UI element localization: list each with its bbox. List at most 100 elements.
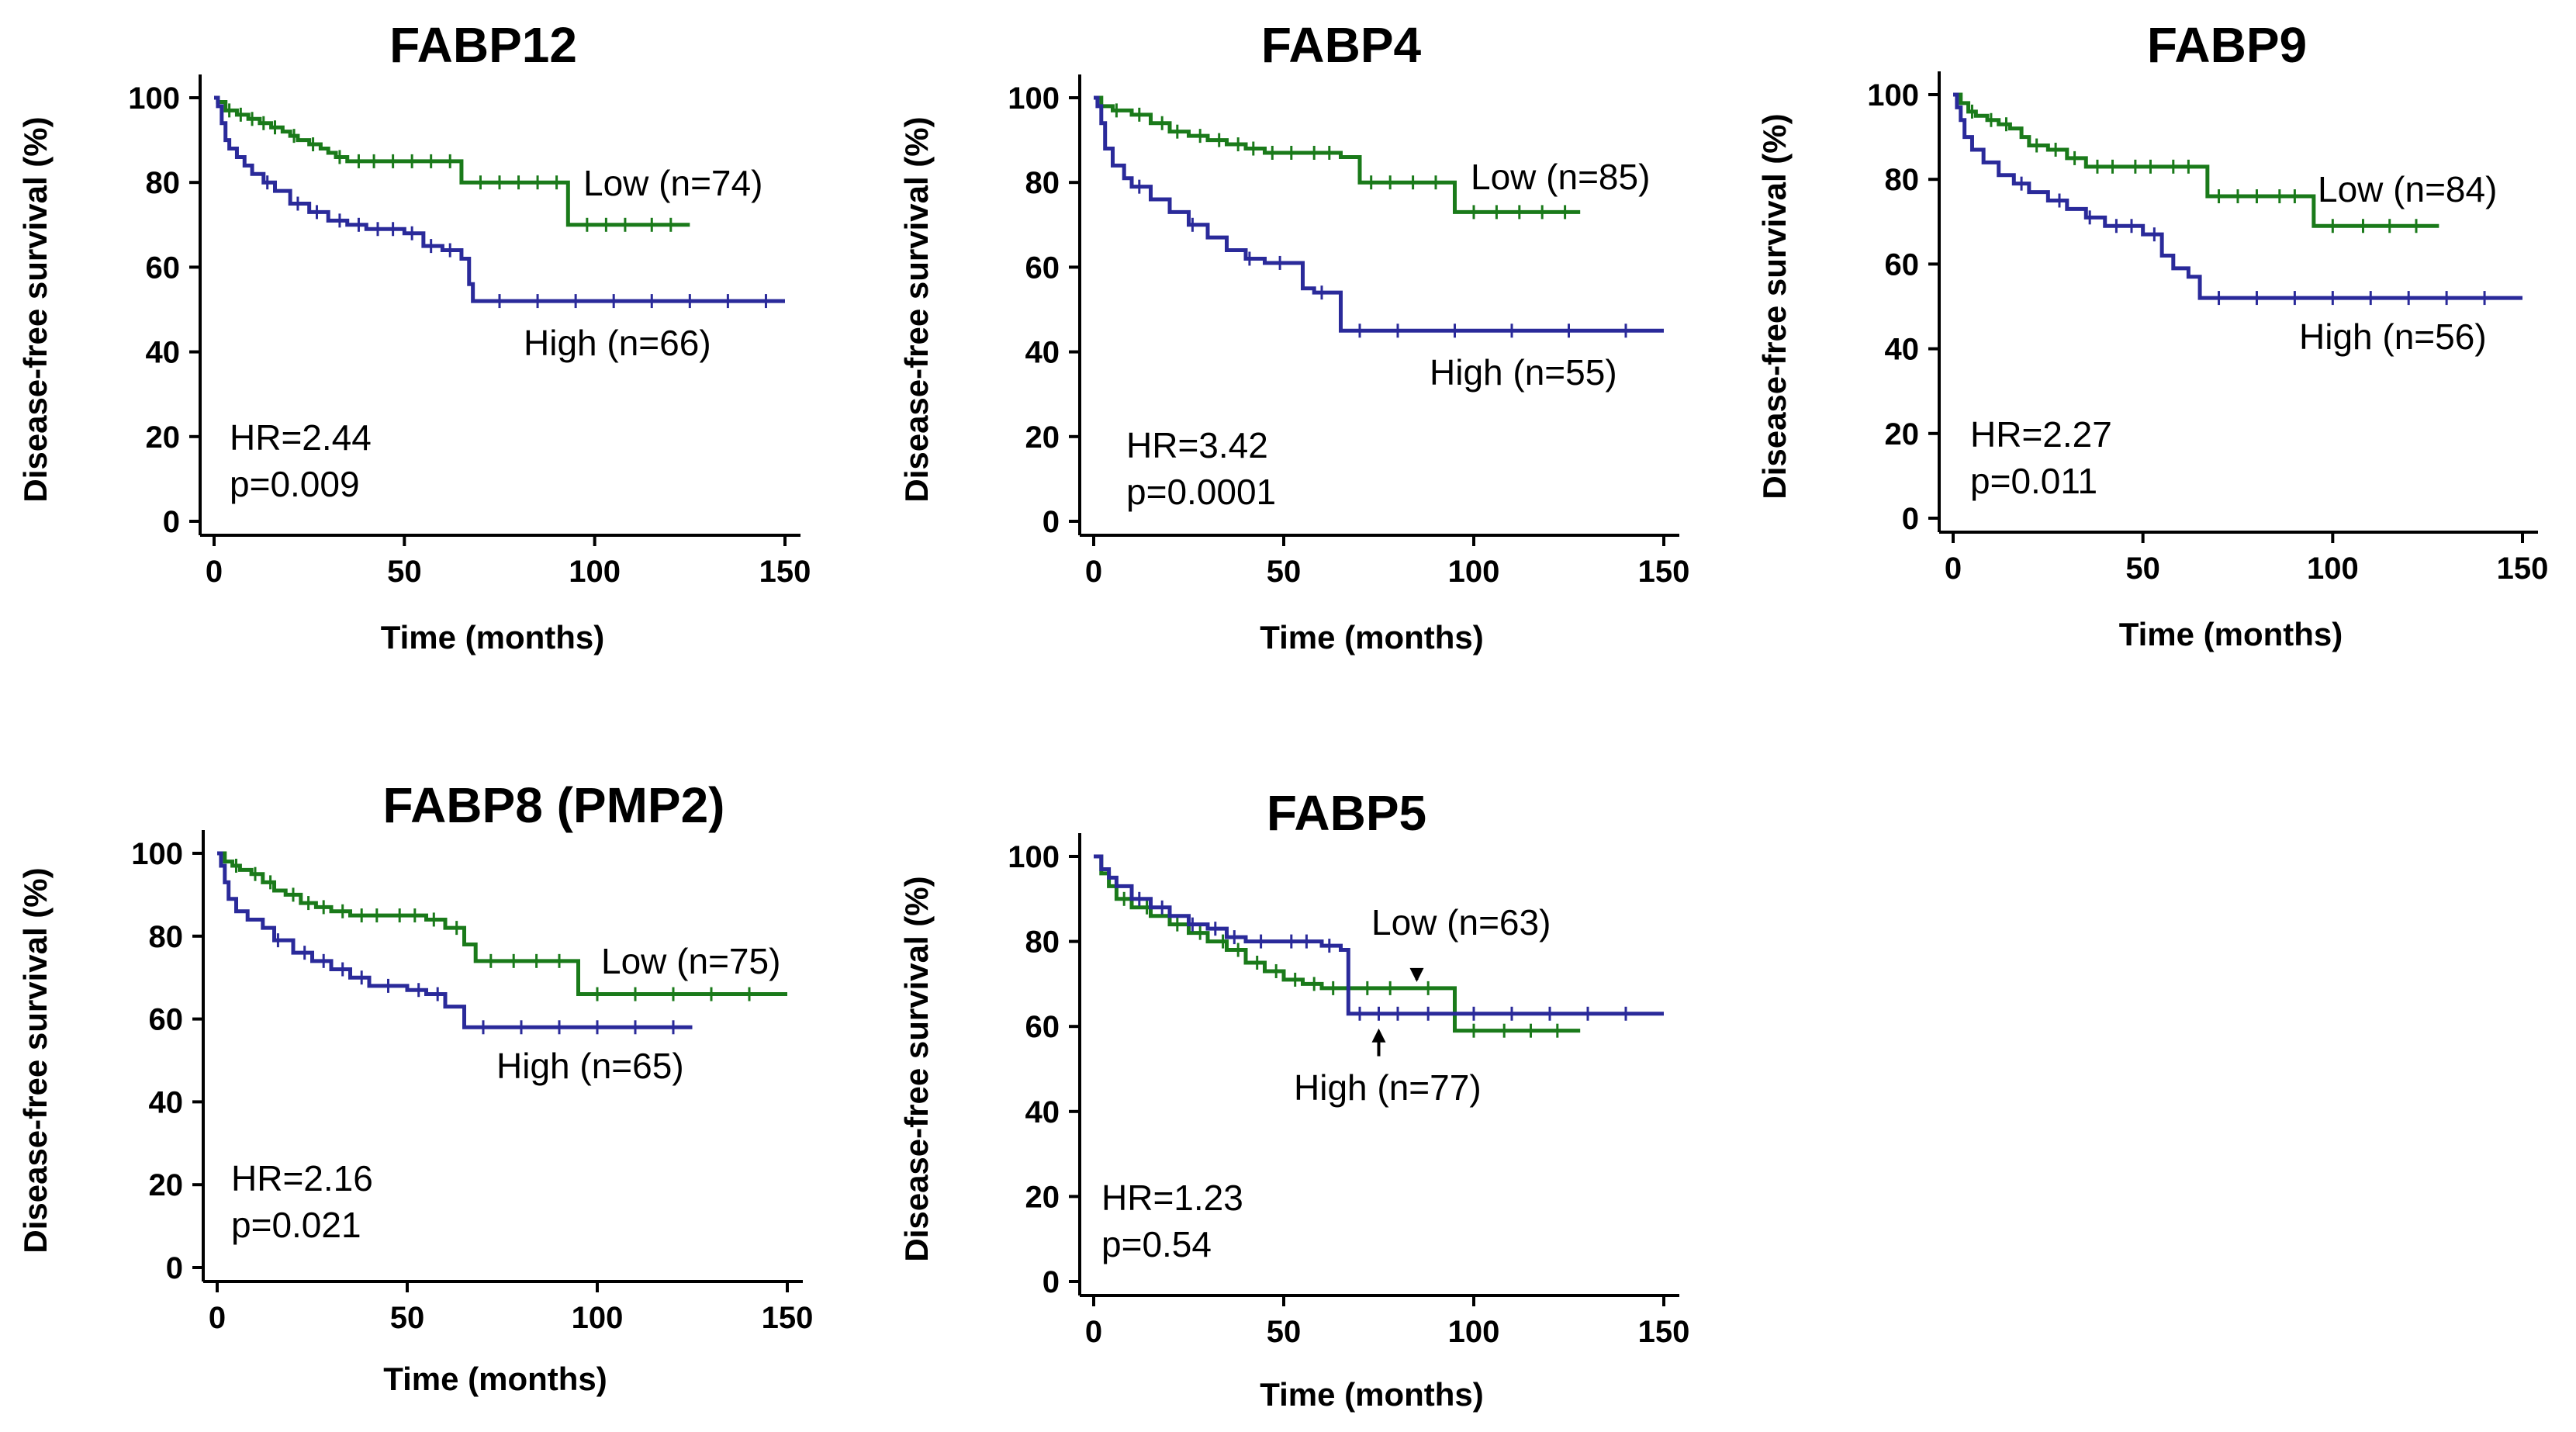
y-tick-label: 40: [1885, 333, 1920, 367]
y-tick-label: 80: [146, 166, 181, 200]
y-tick-label: 40: [1025, 336, 1060, 370]
y-tick-label: 80: [1885, 163, 1920, 197]
km-curve-high: [1094, 854, 1664, 1016]
y-axis-title: Disease-free survival (%): [898, 116, 935, 502]
series-label-low: Low (n=74): [583, 163, 762, 203]
series-label-high: High (n=66): [524, 323, 711, 363]
x-axis-title: Time (months): [1260, 619, 1484, 655]
km-curve-low: [1953, 92, 2439, 228]
hazard-ratio-label: HR=2.44: [230, 417, 372, 458]
y-tick-label: 0: [163, 505, 180, 539]
series-label-high: High (n=65): [496, 1046, 684, 1086]
km-panel-4: FABP8 (PMP2) 0 20 40 60 80 100 0 50 100 150 Time (m…: [17, 777, 813, 1397]
hazard-ratio-label: HR=3.42: [1126, 425, 1268, 465]
y-axis-title: Disease-free survival (%): [17, 867, 54, 1253]
panel-title: FABP12: [389, 17, 577, 73]
low-arrow-head: [1409, 967, 1424, 982]
x-tick-label: 150: [1638, 1315, 1690, 1349]
x-tick-label: 150: [2497, 552, 2549, 586]
y-tick-label: 0: [166, 1251, 183, 1285]
y-tick-label: 20: [146, 420, 181, 455]
x-axis-title: Time (months): [383, 1361, 607, 1397]
panel-title: FABP4: [1261, 17, 1422, 73]
y-tick-label: 0: [1902, 502, 1919, 536]
x-tick-label: 150: [762, 1301, 814, 1335]
panel-title: FABP8 (PMP2): [383, 777, 725, 833]
y-axis-title: Disease-free survival (%): [898, 876, 935, 1261]
x-tick-label: 50: [2125, 552, 2160, 586]
km-panel-3: FABP9 0 20 40 60 80 100 0 50 100 150 Time (months) D…: [1756, 17, 2548, 652]
p-value-label: p=0.54: [1101, 1224, 1212, 1264]
series-label-low: Low (n=84): [2318, 169, 2497, 209]
p-value-label: p=0.009: [230, 464, 360, 504]
x-tick-label: 100: [569, 555, 621, 589]
x-tick-label: 0: [1085, 555, 1102, 589]
x-tick-label: 50: [1267, 555, 1302, 589]
km-curve-high: [1953, 92, 2522, 300]
x-axis-title: Time (months): [1260, 1376, 1484, 1413]
series-label-low: Low (n=85): [1471, 157, 1650, 197]
km-curve-low: [1094, 854, 1581, 1033]
y-tick-label: 40: [1025, 1095, 1060, 1129]
y-tick-label: 20: [1885, 417, 1920, 451]
hazard-ratio-label: HR=2.27: [1970, 414, 2112, 455]
km-curve-low: [217, 851, 787, 997]
x-tick-label: 150: [759, 555, 811, 589]
x-axis-title: Time (months): [381, 619, 605, 655]
x-axis-title: Time (months): [2119, 616, 2343, 652]
y-tick-label: 100: [1008, 81, 1060, 116]
y-axis-title: Disease-free survival (%): [1756, 113, 1793, 499]
x-tick-label: 0: [209, 1301, 226, 1335]
y-tick-label: 100: [131, 837, 183, 871]
y-tick-label: 60: [1885, 247, 1920, 282]
y-tick-label: 40: [149, 1085, 184, 1119]
y-tick-label: 60: [1025, 1010, 1060, 1044]
y-tick-label: 100: [1008, 840, 1060, 874]
y-tick-label: 0: [1043, 1265, 1060, 1299]
p-value-label: p=0.021: [231, 1205, 361, 1245]
km-curve-high: [214, 95, 785, 303]
y-tick-label: 20: [1025, 1180, 1060, 1214]
km-curve-high: [1094, 95, 1664, 333]
x-tick-label: 100: [2307, 552, 2359, 586]
x-tick-label: 50: [1267, 1315, 1302, 1349]
y-tick-label: 60: [149, 1003, 184, 1037]
series-label-low: Low (n=63): [1371, 902, 1551, 943]
km-curve-low: [214, 95, 690, 227]
series-label-low: Low (n=75): [601, 941, 780, 981]
x-tick-label: 0: [1085, 1315, 1102, 1349]
series-label-high: High (n=56): [2299, 316, 2487, 357]
series-label-high: High (n=77): [1294, 1067, 1482, 1108]
hazard-ratio-label: HR=1.23: [1101, 1178, 1243, 1218]
y-tick-label: 60: [1025, 251, 1060, 285]
km-curve-high: [217, 851, 693, 1029]
x-tick-label: 50: [387, 555, 422, 589]
x-tick-label: 100: [572, 1301, 624, 1335]
x-tick-label: 100: [1448, 555, 1500, 589]
km-panel-1: FABP12 0 20 40 60 80 100 0 50 100 150 Time (months)…: [17, 17, 811, 655]
x-tick-label: 100: [1448, 1315, 1500, 1349]
high-arrow-head: [1371, 1028, 1386, 1043]
p-value-label: p=0.0001: [1126, 472, 1276, 512]
hazard-ratio-label: HR=2.16: [231, 1158, 373, 1199]
km-curve-low: [1094, 95, 1581, 214]
km-panel-5: FABP5 0 20 40 60 80 100 0 50 100 150 Time (months) D…: [898, 785, 1689, 1413]
y-tick-label: 100: [1867, 78, 1919, 112]
x-tick-label: 50: [390, 1301, 425, 1335]
y-tick-label: 60: [146, 251, 181, 285]
y-tick-label: 20: [1025, 420, 1060, 455]
y-axis-title: Disease-free survival (%): [17, 116, 54, 502]
panel-title: FABP5: [1267, 785, 1426, 841]
y-tick-label: 80: [1025, 925, 1060, 960]
y-tick-label: 80: [1025, 166, 1060, 200]
y-tick-label: 100: [128, 81, 180, 116]
y-tick-label: 20: [149, 1168, 184, 1202]
x-tick-label: 0: [1945, 552, 1962, 586]
panel-title: FABP9: [2147, 17, 2307, 73]
km-panel-2: FABP4 0 20 40 60 80 100 0 50 100 150 Time (months) D…: [898, 17, 1689, 655]
y-tick-label: 40: [146, 336, 181, 370]
x-tick-label: 0: [206, 555, 223, 589]
y-tick-label: 0: [1043, 505, 1060, 539]
p-value-label: p=0.011: [1970, 461, 2097, 501]
